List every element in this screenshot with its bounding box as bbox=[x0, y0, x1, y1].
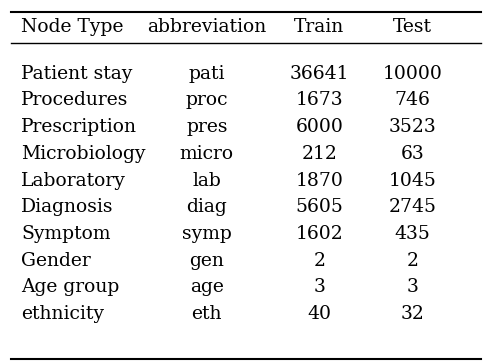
Text: 36641: 36641 bbox=[290, 65, 349, 83]
Text: 2: 2 bbox=[313, 252, 325, 270]
Text: Diagnosis: Diagnosis bbox=[21, 198, 114, 216]
Text: 10000: 10000 bbox=[382, 65, 442, 83]
Text: 1045: 1045 bbox=[388, 171, 436, 190]
Text: 1673: 1673 bbox=[296, 91, 343, 109]
Text: eth: eth bbox=[191, 305, 222, 323]
Text: proc: proc bbox=[185, 91, 228, 109]
Text: lab: lab bbox=[192, 171, 221, 190]
Text: abbreviation: abbreviation bbox=[147, 18, 267, 36]
Text: 40: 40 bbox=[308, 305, 332, 323]
Text: diag: diag bbox=[186, 198, 227, 216]
Text: Procedures: Procedures bbox=[21, 91, 128, 109]
Text: 1870: 1870 bbox=[295, 171, 343, 190]
Text: 2745: 2745 bbox=[388, 198, 436, 216]
Text: Train: Train bbox=[294, 18, 344, 36]
Text: Prescription: Prescription bbox=[21, 118, 137, 136]
Text: Node Type: Node Type bbox=[21, 18, 123, 36]
Text: 6000: 6000 bbox=[295, 118, 343, 136]
Text: Patient stay: Patient stay bbox=[21, 65, 132, 83]
Text: 435: 435 bbox=[395, 225, 430, 243]
Text: Symptom: Symptom bbox=[21, 225, 111, 243]
Text: 2: 2 bbox=[406, 252, 418, 270]
Text: 212: 212 bbox=[302, 145, 338, 163]
Text: 5605: 5605 bbox=[295, 198, 343, 216]
Text: pres: pres bbox=[186, 118, 228, 136]
Text: age: age bbox=[190, 278, 224, 296]
Text: symp: symp bbox=[182, 225, 232, 243]
Text: 32: 32 bbox=[400, 305, 424, 323]
Text: 746: 746 bbox=[395, 91, 430, 109]
Text: ethnicity: ethnicity bbox=[21, 305, 104, 323]
Text: 1602: 1602 bbox=[296, 225, 343, 243]
Text: Laboratory: Laboratory bbox=[21, 171, 126, 190]
Text: Age group: Age group bbox=[21, 278, 120, 296]
Text: 3: 3 bbox=[406, 278, 418, 296]
Text: 3: 3 bbox=[313, 278, 325, 296]
Text: 63: 63 bbox=[400, 145, 424, 163]
Text: 3523: 3523 bbox=[389, 118, 436, 136]
Text: micro: micro bbox=[180, 145, 234, 163]
Text: gen: gen bbox=[189, 252, 224, 270]
Text: Test: Test bbox=[393, 18, 432, 36]
Text: Microbiology: Microbiology bbox=[21, 145, 146, 163]
Text: pati: pati bbox=[188, 65, 225, 83]
Text: Gender: Gender bbox=[21, 252, 91, 270]
